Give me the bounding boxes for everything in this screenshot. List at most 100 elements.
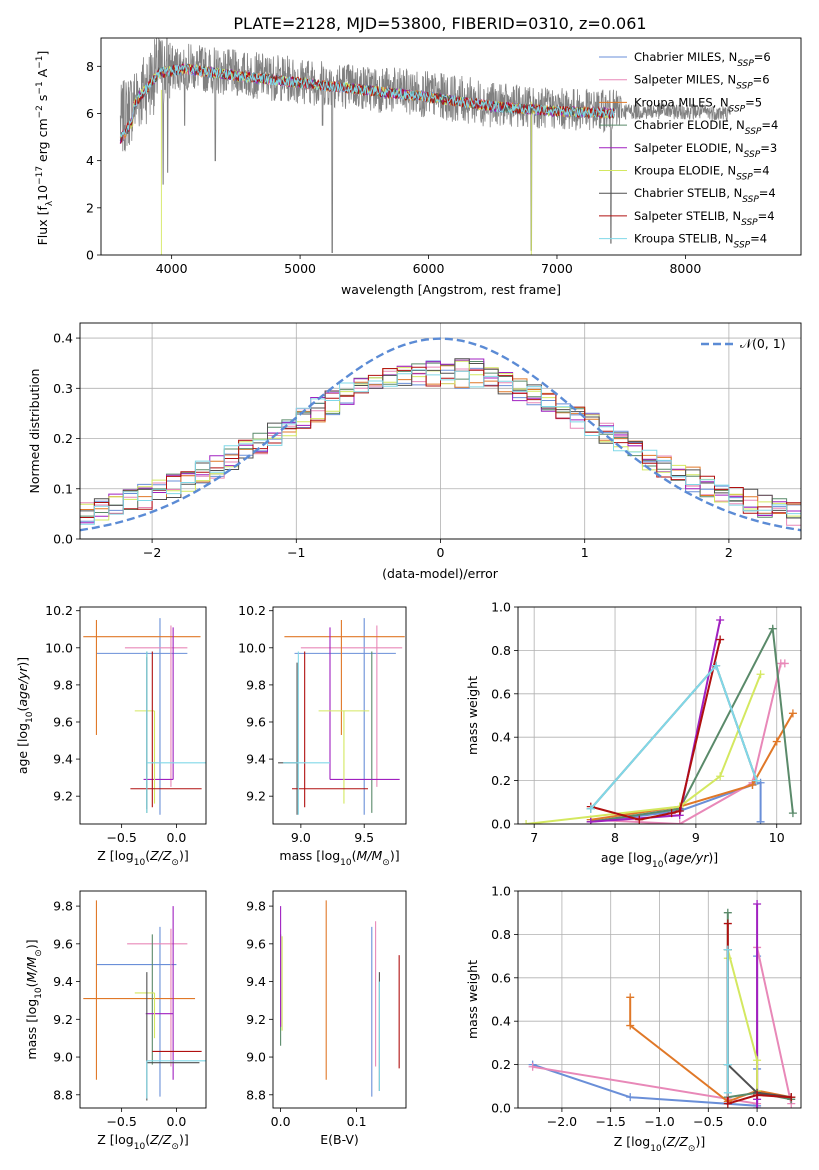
x-tick-label: −1.5 [596, 1114, 626, 1129]
weight-marker [522, 820, 531, 824]
weight-marker [753, 1090, 762, 1099]
legend-entry: 𝒩(0, 1) [740, 336, 786, 351]
weight-marker [752, 776, 761, 785]
x-tick-label: −1 [287, 545, 305, 560]
x-tick-label: 2 [725, 545, 733, 560]
weight-marker [712, 661, 721, 670]
weight-marker [768, 624, 777, 633]
axes-spectrum: 4000 5000 6000 7000 8000 0 2 4 6 8 Chabrier MILES,… [86, 37, 802, 276]
y-tick-label: 0.4 [53, 331, 73, 346]
weight-marker [528, 1062, 537, 1071]
y-tick-label: 9.6 [53, 936, 73, 951]
weight-marker [586, 817, 595, 824]
weight-marker [723, 945, 732, 954]
y-tick-label: 9.4 [246, 974, 266, 989]
y-axis-label: Flux [fλ10−17 erg cm−2 s−1 A−1] [35, 51, 55, 246]
x-tick-label: −1.0 [644, 1114, 674, 1129]
weight-line-chabrier-miles [532, 956, 759, 1107]
y-tick-label: 0.4 [491, 1014, 511, 1029]
weight-marker [788, 809, 797, 818]
y-tick-label: 9.2 [53, 1012, 73, 1027]
y-tick-label: 6 [86, 106, 94, 121]
y-tick-label: 10.2 [45, 603, 73, 618]
axes-frame [517, 606, 802, 825]
weight-line-chabrier-elodie [726, 912, 792, 1101]
y-tick-label: 9.0 [246, 1050, 266, 1065]
y-tick-label: 9.8 [246, 677, 266, 692]
axes-frame [272, 890, 407, 1109]
y-tick-label: 10.0 [238, 640, 266, 655]
weight-marker [716, 635, 725, 644]
weight-line-chabrier-stelib [726, 949, 792, 1099]
weight-marker [586, 804, 595, 813]
x-tick-label: −2 [143, 545, 161, 560]
plot-area-age_vs_Z [83, 618, 206, 815]
x-tick-label: 8 [611, 830, 619, 845]
y-tick-label: 9.6 [246, 714, 266, 729]
weight-marker [780, 659, 789, 668]
weight-line-salpeter-stelib [726, 923, 792, 1106]
weight-marker [788, 709, 797, 718]
weight-marker [716, 772, 725, 781]
weight-marker [756, 670, 765, 679]
axes-age_vs_Z: −0.5 0.0 9.2 9.4 9.6 9.8 10.0 10.2 [45, 603, 207, 845]
x-tick-label: 0.0 [166, 830, 186, 845]
y-tick-label: 0.0 [491, 817, 511, 832]
x-tick-label: 0.0 [747, 1114, 767, 1129]
x-axis-label: Z [log10(Z/Z⊙)] [614, 1134, 705, 1154]
x-tick-label: −0.5 [693, 1114, 723, 1129]
x-axis-label: Z [log10(Z/Z⊙)] [97, 848, 188, 868]
y-tick-label: 9.4 [246, 752, 266, 767]
histogram-kroupa-stelib [80, 369, 801, 525]
x-tick-label: 4000 [156, 261, 188, 276]
y-axis-label: age [log10(age/yr)] [15, 657, 35, 774]
x-tick-label: 7000 [541, 261, 573, 276]
y-tick-label: 0.2 [53, 431, 73, 446]
y-tick-label: 9.6 [53, 714, 73, 729]
plot-area-age_vs_mass [278, 618, 405, 815]
weight-marker [753, 1056, 762, 1065]
plot-area-mass_vs_Z [83, 900, 206, 1101]
weight-line-kroupa-elodie [525, 673, 762, 824]
y-axis-label: mass weight [465, 676, 480, 755]
weight-marker [756, 817, 765, 824]
y-tick-label: 0.2 [491, 1057, 511, 1072]
legend-entry: Chabrier MILES, NSSP=6 [634, 50, 771, 69]
y-tick-label: 9.4 [53, 974, 73, 989]
x-tick-label: −2.0 [547, 1114, 577, 1129]
plot-area-residuals [80, 337, 801, 532]
normal-distribution-curve [80, 337, 801, 532]
weight-marker [723, 919, 732, 928]
x-axis-label: E(B-V) [320, 1132, 359, 1147]
weight-marker [753, 900, 762, 909]
y-tick-label: 0.8 [491, 927, 511, 942]
axes-weight_vs_Z: −2.0 −1.5 −1.0 −0.5 0.0 0.0 0.2 0.4 0.6 0.8 1.0 [491, 884, 802, 1129]
y-tick-label: 9.0 [53, 1050, 73, 1065]
x-axis-label: wavelength [Angstrom, rest frame] [341, 282, 561, 297]
axes-residuals: −2 −1 0 1 2 0.0 0.1 0.2 0.3 0.4 𝒩(0, 1) [53, 322, 802, 560]
x-tick-label: 9.0 [291, 830, 311, 845]
weight-marker [716, 616, 725, 625]
y-tick-label: 0.1 [53, 481, 73, 496]
weight-marker [626, 1021, 635, 1030]
weight-marker [772, 737, 781, 746]
y-axis-label: mass weight [465, 960, 480, 1039]
weight-line-salpeter-miles [532, 947, 793, 1105]
y-tick-label: 1.0 [491, 884, 511, 899]
legend-entry: Salpeter ELODIE, NSSP=3 [634, 141, 777, 160]
y-tick-label: 9.4 [53, 752, 73, 767]
y-tick-label: 9.8 [246, 899, 266, 914]
weight-marker [753, 1104, 762, 1108]
histogram-salpeter-elodie [80, 358, 801, 524]
y-tick-label: 10.0 [45, 640, 73, 655]
plot-area-spectrum [119, 38, 731, 255]
histogram-chabrier-stelib [80, 358, 801, 519]
weight-marker [675, 820, 684, 824]
y-tick-label: 1.0 [491, 600, 511, 615]
x-tick-label: 0.1 [347, 1114, 367, 1129]
axes-frame [100, 37, 802, 256]
y-tick-label: 9.8 [53, 899, 73, 914]
weight-marker [675, 806, 684, 815]
weight-marker [748, 780, 757, 789]
